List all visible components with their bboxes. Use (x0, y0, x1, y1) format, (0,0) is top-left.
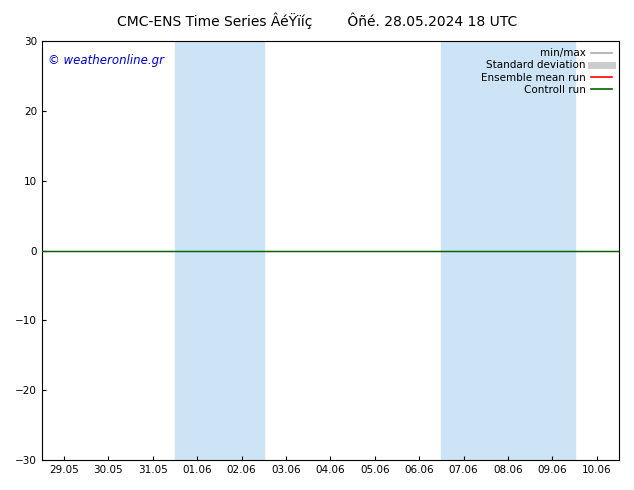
Text: CMC-ENS Time Series ÂéŸïíç        Ôñé. 28.05.2024 18 UTC: CMC-ENS Time Series ÂéŸïíç Ôñé. 28.05.20… (117, 12, 517, 29)
Bar (175, 41, 264, 460)
Bar (441, 41, 574, 460)
Text: © weatheronline.gr: © weatheronline.gr (48, 53, 164, 67)
Legend: min/max, Standard deviation, Ensemble mean run, Controll run: min/max, Standard deviation, Ensemble me… (479, 46, 614, 97)
